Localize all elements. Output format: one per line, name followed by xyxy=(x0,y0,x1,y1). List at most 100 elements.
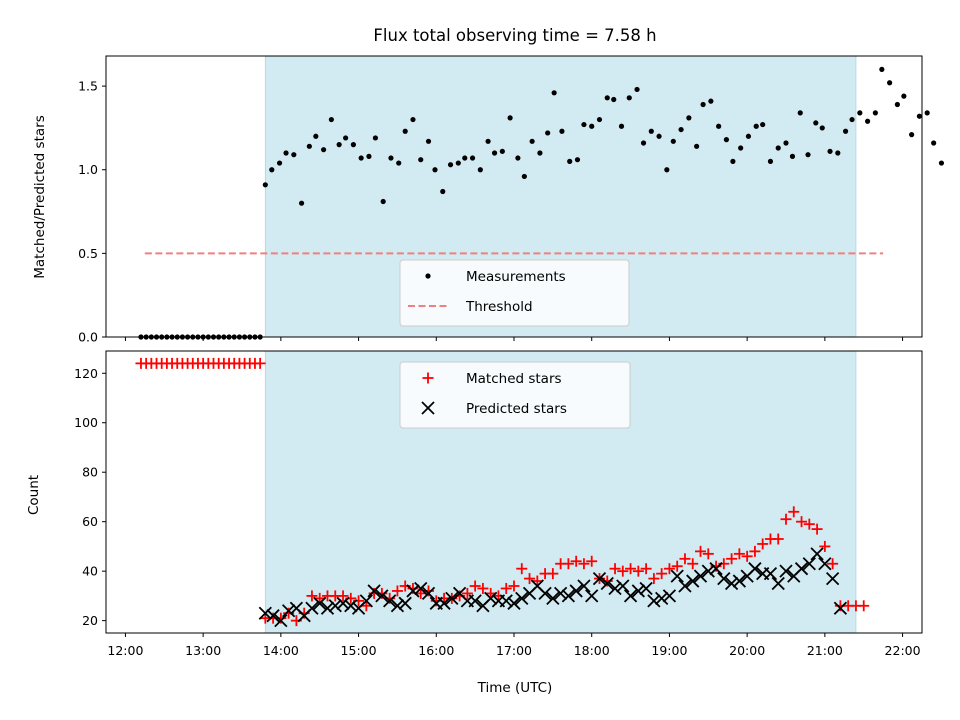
measurement-point xyxy=(835,150,841,156)
measurement-point xyxy=(336,142,342,148)
measurement-point xyxy=(827,148,833,154)
predicted-star-point xyxy=(499,594,513,608)
measurement-point xyxy=(842,128,849,134)
measurement-point xyxy=(515,155,521,161)
measurement-point xyxy=(789,153,796,159)
xtick-label: 19:00 xyxy=(651,643,687,658)
predicted-star-point xyxy=(258,606,272,620)
measurement-point xyxy=(276,160,283,166)
matched-star-point xyxy=(360,600,372,612)
predicted-star-point xyxy=(507,596,521,610)
measurement-point xyxy=(529,138,535,144)
predicted-star-point xyxy=(383,594,397,608)
xtick-label: 14:00 xyxy=(263,643,299,658)
bottom-ytick-label: 40 xyxy=(82,564,98,579)
measurement-point xyxy=(678,126,684,133)
predicted-star-point xyxy=(670,569,684,583)
measurement-point xyxy=(865,118,871,124)
xtick-label: 17:00 xyxy=(496,643,532,658)
matched-star-point xyxy=(415,587,427,599)
measurement-point xyxy=(559,128,565,134)
predicted-star-point xyxy=(686,574,700,588)
measurement-point xyxy=(745,133,752,139)
top-ytick-label: 1.0 xyxy=(78,162,98,177)
bottom-y-ticks: 20 40 60 80 100 120 xyxy=(74,366,106,628)
measurement-point xyxy=(574,157,581,163)
matched-star-point xyxy=(586,555,598,567)
predicted-star-point xyxy=(375,589,389,603)
predicted-star-point xyxy=(655,591,669,606)
measurement-point xyxy=(894,101,900,108)
top-x-ticks xyxy=(124,337,904,341)
measurement-point xyxy=(805,152,811,158)
bottom-panel: 20 40 60 80 100 120 12:00 13:00 14:00 15:00 16:00… xyxy=(26,350,923,696)
predicted-star-point xyxy=(367,584,381,598)
measurement-point xyxy=(700,101,706,108)
predicted-star-point xyxy=(608,581,622,596)
matched-star-point xyxy=(609,563,621,575)
measurement-point xyxy=(396,160,402,166)
predicted-star-point xyxy=(553,586,568,601)
matched-star-point xyxy=(671,560,683,572)
xtick-label: 18:00 xyxy=(574,643,610,658)
predicted-star-point xyxy=(631,584,645,598)
measurement-point xyxy=(491,150,498,156)
measurement-point xyxy=(879,66,885,72)
bottom-panel-marks xyxy=(135,357,870,628)
predicted-star-point xyxy=(266,609,280,623)
predicted-star-point xyxy=(320,601,335,615)
predicted-star-point xyxy=(678,579,692,593)
matched-star-point xyxy=(788,506,800,518)
predicted-star-point xyxy=(274,613,288,628)
top-legend-label: Threshold xyxy=(465,299,533,315)
measurement-point xyxy=(551,90,557,96)
predicted-star-point xyxy=(616,579,630,593)
predicted-star-point xyxy=(709,562,723,576)
measurement-point xyxy=(350,142,356,148)
predicted-star-point xyxy=(336,596,350,610)
matched-star-point xyxy=(687,558,699,570)
measurement-point xyxy=(477,167,483,173)
predicted-star-point xyxy=(647,594,661,608)
top-ytick-label: 1.5 xyxy=(78,79,98,94)
measurement-point xyxy=(813,120,819,126)
matched-star-point xyxy=(679,553,691,565)
predicted-star-point xyxy=(810,547,824,561)
measurement-point xyxy=(358,155,364,161)
measurement-point xyxy=(469,155,476,161)
measurement-point xyxy=(648,128,654,134)
measurement-point xyxy=(485,138,491,144)
predicted-star-point xyxy=(437,596,451,610)
measurement-point xyxy=(857,110,863,116)
predicted-star-point xyxy=(717,571,731,586)
measurement-point xyxy=(819,125,825,131)
measurement-point xyxy=(887,80,893,86)
predicted-star-point xyxy=(515,591,529,606)
measurement-point xyxy=(767,158,774,164)
predicted-star-point xyxy=(585,589,599,603)
measurement-point xyxy=(783,140,789,146)
measurement-point xyxy=(402,128,408,134)
predicted-star-point xyxy=(600,576,614,591)
measurement-point xyxy=(753,123,759,129)
predicted-star-point xyxy=(818,557,832,571)
predicted-star-point xyxy=(313,596,327,610)
matched-star-point xyxy=(500,582,512,594)
xtick-label: 12:00 xyxy=(107,643,143,658)
measurement-point xyxy=(916,113,923,119)
predicted-star-point xyxy=(305,601,319,615)
legend-matched-marker xyxy=(422,372,434,384)
measurement-point xyxy=(596,116,603,123)
measurement-point xyxy=(738,145,744,151)
measurement-point xyxy=(760,121,766,128)
bottom-ytick-label: 20 xyxy=(82,613,98,628)
measurement-point xyxy=(425,138,432,144)
legend-measurement-marker xyxy=(425,273,431,279)
bottom-y-axis-label: Count xyxy=(26,475,42,515)
measurement-point xyxy=(775,145,781,151)
predicted-star-point xyxy=(390,599,405,613)
measurement-point xyxy=(640,140,647,146)
matched-star-point xyxy=(772,533,784,545)
top-legend-box xyxy=(399,259,630,327)
bottom-x-ticks: 12:00 13:00 14:00 15:00 16:00 17:00 18:00 19:00… xyxy=(107,633,921,658)
